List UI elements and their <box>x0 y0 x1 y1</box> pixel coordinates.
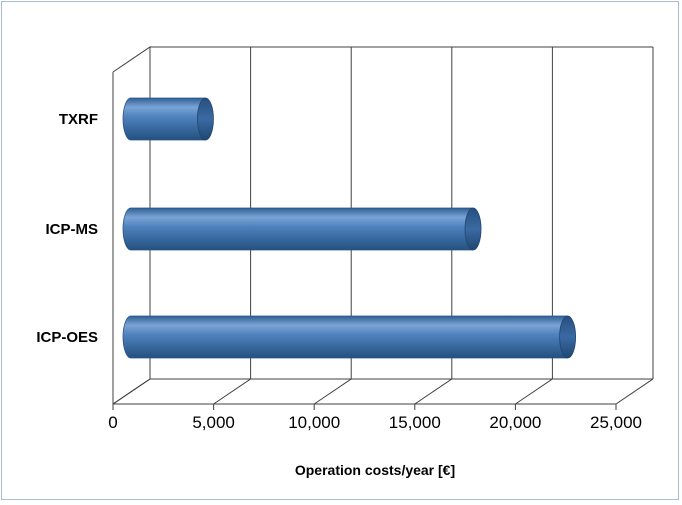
bar <box>122 207 482 251</box>
category-label: ICP-OES <box>36 329 98 346</box>
category-label: TXRF <box>59 111 98 128</box>
x-tick-label: 5,000 <box>192 413 235 432</box>
floor-gridline <box>414 378 453 405</box>
floor-gridline <box>313 378 352 405</box>
x-tick-label: 20,000 <box>489 413 541 432</box>
bar-body <box>122 207 474 251</box>
x-tick-label: 15,000 <box>389 413 441 432</box>
x-tick-label: 10,000 <box>288 413 340 432</box>
label-layer: 0 5,000 10,000 15,000 20,000 25,000 TXRF ICP-MS… <box>36 111 642 432</box>
x-axis-title: Operation costs/year [€] <box>295 462 455 478</box>
bar-end-cap <box>197 97 214 141</box>
x-tick-label: 25,000 <box>590 413 642 432</box>
floor-gridline <box>615 378 654 405</box>
category-label: ICP-MS <box>46 221 99 238</box>
bar-end-cap <box>464 207 482 251</box>
bar-body <box>122 97 206 141</box>
bar <box>122 97 214 141</box>
floor-gridline <box>112 378 151 405</box>
bar-layer <box>122 97 577 359</box>
bar-end-cap <box>559 315 577 359</box>
x-tick-label: 0 <box>108 413 117 432</box>
bar <box>122 315 577 359</box>
floor-gridline <box>213 378 251 405</box>
floor-gridline <box>515 378 553 405</box>
bar-body <box>122 315 569 359</box>
